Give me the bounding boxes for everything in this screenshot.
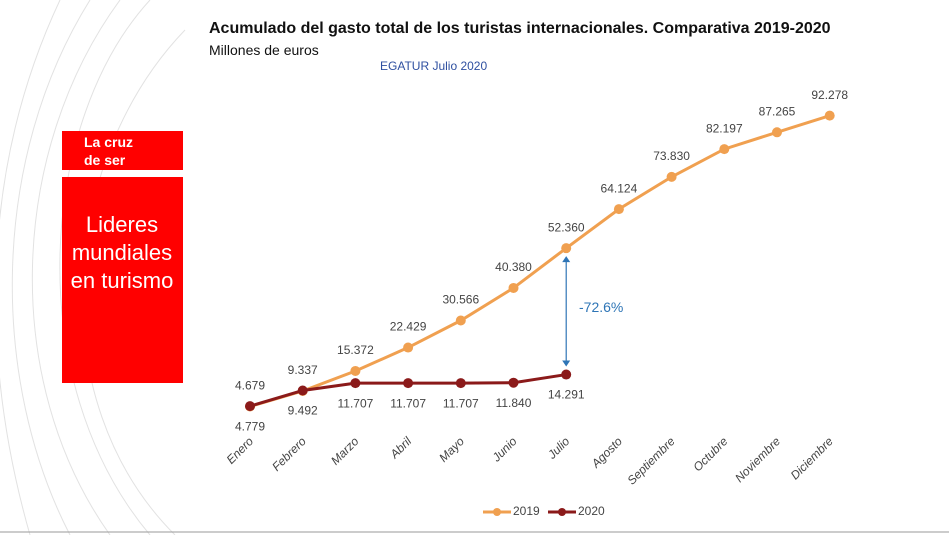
point [666,171,677,182]
x-tick-label: Mayo [436,434,467,465]
point [561,243,572,254]
arrow-head [562,360,571,367]
series-line [249,114,831,408]
value-label: 73.830 [653,149,690,163]
value-label: 87.265 [759,104,796,118]
value-label: 82.197 [706,121,743,135]
x-tick-label: Enero [224,434,257,467]
legend-marker [493,508,501,516]
value-label: 4.779 [235,419,265,433]
headline-box [62,177,183,383]
point [772,127,782,138]
point [297,385,308,396]
chart-title: Acumulado del gasto total de los turista… [209,20,831,37]
value-label: 30.566 [442,293,479,307]
legend-marker [558,508,566,516]
chart-subtitle: Millones de euros [209,42,319,58]
x-tick-label: Octubre [690,434,730,474]
headline: en turismo [71,268,174,293]
point [350,378,361,389]
value-label: 64.124 [601,181,638,195]
value-label: 11.840 [496,396,532,410]
x-tick-label: Marzo [328,434,362,468]
point [403,378,414,389]
value-label: 22.429 [390,320,427,334]
decor-arcs [0,0,186,535]
tagline: de ser [84,152,126,168]
point [245,401,255,412]
headline: mundiales [72,240,172,265]
point [350,365,361,376]
x-tick-label: Noviembre [732,434,783,485]
x-tick-label: Diciembre [788,434,836,482]
value-label: 11.707 [390,396,426,410]
point [824,110,835,121]
x-tick-label: Abril [387,434,415,462]
legend-label: 2019 [513,504,540,518]
legend-label: 2020 [578,504,605,518]
value-label: 15.372 [337,343,374,357]
point [508,377,519,388]
value-label: 14.291 [548,388,585,402]
value-label: 52.360 [548,220,585,234]
headline: Lideres [86,212,158,237]
point [403,342,414,353]
source-note: EGATUR Julio 2020 [380,59,487,73]
value-label: 11.707 [337,396,373,410]
value-label: 9.492 [288,404,318,418]
point [455,378,466,389]
x-tick-label: Agosto [588,434,625,471]
arrow-head [562,256,571,263]
point [719,144,730,155]
value-label: 4.679 [235,379,265,393]
point [613,204,624,215]
x-tick-label: Septiembre [624,434,678,488]
value-label: 11.707 [443,396,479,410]
point [455,315,466,326]
tagline: La cruz [84,134,133,150]
value-label: 40.380 [495,260,532,274]
point [508,282,519,293]
value-label: 92.278 [811,88,848,102]
x-tick-label: Junio [489,434,520,465]
x-tick-label: Julio [544,434,572,462]
tagline-box [62,131,183,170]
annotation: -72.6% [579,299,623,315]
x-tick-label: Febrero [269,434,309,474]
point [561,369,572,380]
value-label: 9.337 [288,363,318,377]
